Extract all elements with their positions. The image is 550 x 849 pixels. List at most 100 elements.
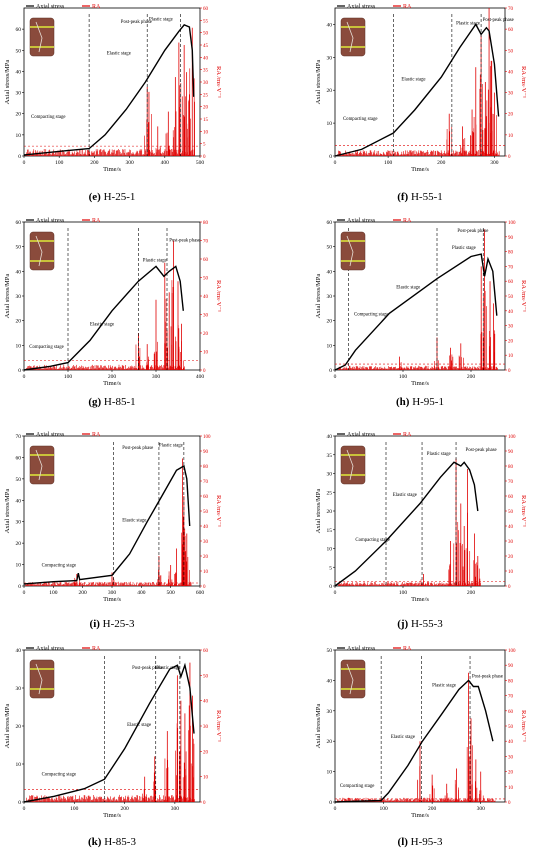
y2-tick-label: 80 [508,679,514,684]
y2-tick-label: 60 [508,28,514,33]
specimen-crack [346,449,354,481]
stage-label: Compacting stage [31,115,66,120]
stage-label: Compacting stage [29,345,64,350]
y2-tick-label: 10 [203,130,209,135]
stage-label: Compacting stage [354,313,389,318]
y2-tick-label: 80 [203,465,209,470]
y-tick-label: 40 [16,69,22,75]
caption-specimen: H-95-3 [408,836,443,848]
stage-label: Post-peak phase [457,229,488,234]
plot-frame [334,7,506,157]
y2-tick-label: 0 [203,585,206,590]
y2-tick-label: 15 [203,118,209,123]
y2-tick-label: 0 [203,155,206,160]
y-tick-label: 60 [16,455,22,461]
stage-label: Post-peak phase [472,674,503,679]
x-axis-label: Time/s [411,596,429,603]
y-tick-label: 35 [327,453,333,459]
caption-letter: (g) [88,396,101,408]
y2-tick-label: 40 [508,740,514,745]
x-tick-label: 100 [49,590,58,596]
y-tick-label: 40 [327,22,333,28]
y2-tick-label: 60 [508,280,514,285]
y2-tick-label: 50 [508,295,514,300]
y-tick-label: 0 [329,154,332,160]
y-tick-label: 60 [16,27,22,33]
panel-caption: (h) H-95-1 [396,396,444,408]
stage-label: Post-peak phase [466,448,497,453]
specimen-band [30,260,54,262]
x-tick-label: 0 [23,806,26,812]
stage-label: Elastic stage [90,323,114,328]
stage-label: Plastic stage [159,444,183,449]
y-tick-label: 30 [16,91,22,97]
stage-label: Compacting stage [340,784,375,789]
y-tick-label: 40 [327,434,333,440]
y-tick-label: 5 [329,565,332,571]
specimen-band [30,474,54,476]
x-tick-label: 200 [467,374,476,380]
specimen-band [30,668,54,670]
x-tick-label: 300 [125,160,134,166]
y-tick-label: 60 [16,220,22,226]
x-axis-label: Time/s [411,812,429,819]
y2-axis-label: RA /ms·V⁻¹ [215,495,222,527]
caption-letter: (i) [90,618,101,630]
caption-specimen: H-85-3 [101,836,136,848]
specimen-band [341,26,365,28]
y-tick-label: 50 [327,245,333,251]
specimen-photo [29,445,55,485]
caption-specimen: H-95-1 [409,396,444,408]
y2-tick-label: 100 [203,435,211,440]
x-tick-label: 0 [23,374,26,380]
x-tick-label: 400 [137,590,146,596]
stage-label: Elastic stage [107,52,131,57]
y-tick-label: 30 [16,520,22,526]
stress-curve [23,24,195,156]
specimen-photo [340,231,366,271]
y2-tick-label: 0 [508,585,511,590]
specimen-crack [346,235,354,267]
y2-tick-label: 50 [508,49,514,54]
y2-tick-label: 40 [203,56,209,61]
x-tick-label: 300 [171,806,180,812]
legend-stress-label: Axial stress [347,4,376,10]
y2-tick-label: 80 [508,465,514,470]
y2-tick-label: 5 [203,143,206,148]
x-tick-label: 200 [437,160,446,166]
y-tick-label: 40 [16,498,22,504]
y2-axis-label: RA /ms·V⁻¹ [520,710,527,742]
stage-label: Post-peak phase [121,20,152,25]
y2-tick-label: 10 [508,786,514,791]
x-tick-label: 100 [55,160,64,166]
y-tick-label: 30 [327,472,333,478]
x-tick-label: 500 [167,590,176,596]
specimen-crack [35,663,43,695]
panel-caption: (e) H-25-1 [89,191,136,203]
stage-label: Compacting stage [42,564,77,569]
y2-tick-label: 50 [508,725,514,730]
specimen-band [30,26,54,28]
x-tick-label: 0 [334,590,337,596]
y-tick-label: 25 [327,490,333,496]
stage-label: Plastic stage [427,452,451,457]
y-tick-label: 50 [16,245,22,251]
y2-tick-label: 0 [203,801,206,806]
legend-ra-label: RA [403,646,412,652]
y2-tick-label: 30 [508,755,514,760]
specimen-band [341,260,365,262]
x-tick-label: 100 [399,590,408,596]
specimen-photo [340,445,366,485]
y2-tick-label: 40 [203,700,209,705]
caption-letter: (k) [88,836,102,848]
legend-ra-label: RA [92,432,101,438]
y2-tick-label: 80 [508,251,514,256]
y2-tick-label: 0 [508,369,511,374]
y2-axis-label: RA /ms·V⁻¹ [520,495,527,527]
x-tick-label: 0 [334,806,337,812]
caption-specimen: H-55-3 [408,618,443,630]
x-tick-label: 0 [23,590,26,596]
x-axis-label: Time/s [411,380,429,387]
y-tick-label: 20 [327,319,333,325]
ra-series [26,662,195,802]
